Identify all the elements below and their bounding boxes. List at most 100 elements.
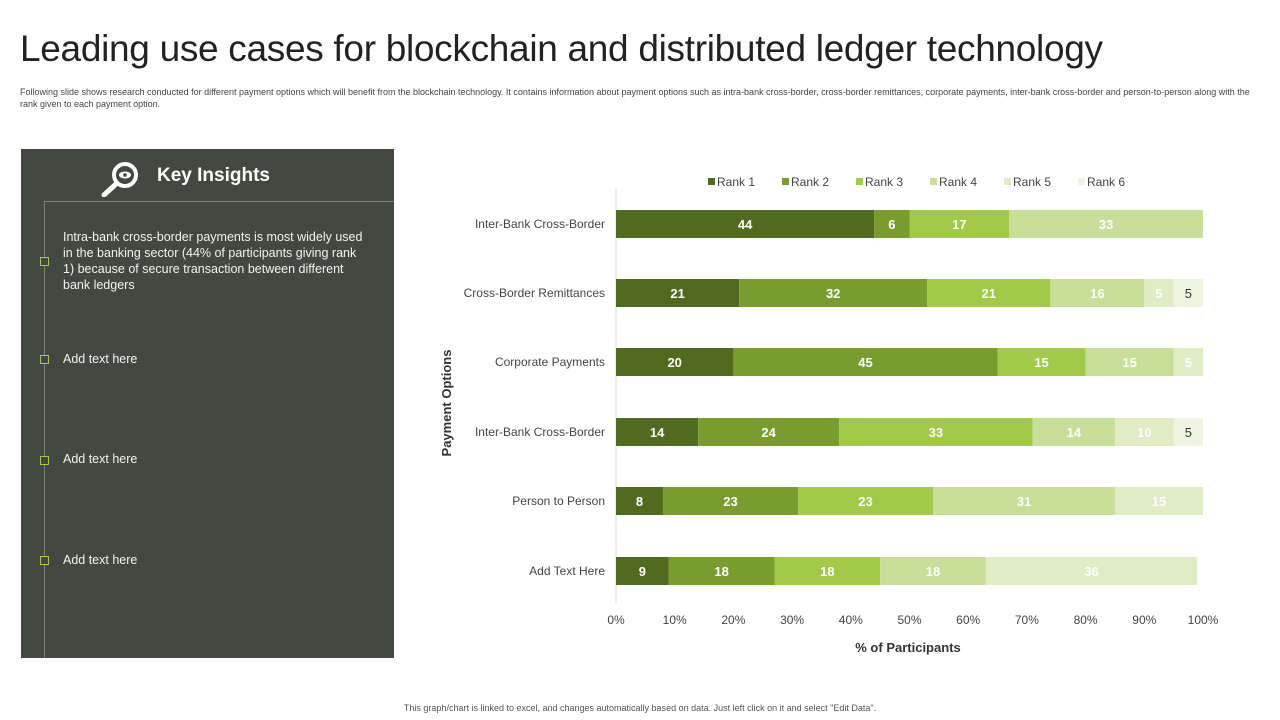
bar-segment <box>932 487 1115 515</box>
x-tick-label: 100% <box>1188 613 1219 627</box>
bullet-icon <box>40 456 49 465</box>
divider <box>44 201 394 202</box>
x-tick-label: 70% <box>1015 613 1039 627</box>
bar-segment <box>1114 487 1203 515</box>
data-label: 5 <box>1155 286 1162 301</box>
category-label: Cross-Border Remittances <box>464 286 605 300</box>
data-label: 18 <box>926 564 940 579</box>
data-label: 5 <box>1185 425 1192 440</box>
data-label: 20 <box>667 355 681 370</box>
insight-text: Add text here <box>63 553 138 567</box>
bar-segment <box>909 210 1010 238</box>
data-label: 23 <box>723 494 737 509</box>
divider <box>44 201 45 658</box>
bar-segment <box>616 418 699 446</box>
legend-swatch <box>782 178 789 185</box>
legend-swatch <box>708 178 715 185</box>
x-tick-label: 10% <box>663 613 687 627</box>
category-label: Corporate Payments <box>495 355 605 369</box>
data-label: 23 <box>858 494 872 509</box>
data-label: 14 <box>650 425 665 440</box>
data-label: 9 <box>639 564 646 579</box>
footer-note: This graph/chart is linked to excel, and… <box>403 703 877 713</box>
bar-segment <box>616 557 669 585</box>
data-label: 15 <box>1122 355 1136 370</box>
data-label: 18 <box>820 564 834 579</box>
insight-text: Intra-bank cross-border payments is most… <box>63 230 363 292</box>
data-label: 44 <box>738 217 753 232</box>
bar-segment <box>985 557 1198 585</box>
bar-segment <box>1173 418 1203 446</box>
bar-segment <box>1173 279 1203 307</box>
bar-segment <box>616 210 875 238</box>
legend-swatch <box>856 178 863 185</box>
legend-swatch <box>1078 178 1085 185</box>
bar-segment <box>616 279 740 307</box>
x-tick-label: 90% <box>1132 613 1156 627</box>
legend-label: Rank 3 <box>865 175 903 189</box>
data-label: 31 <box>1017 494 1031 509</box>
x-tick-label: 20% <box>721 613 745 627</box>
data-label: 5 <box>1185 286 1192 301</box>
category-label: Inter-Bank Cross-Border <box>475 425 605 439</box>
legend-label: Rank 6 <box>1087 175 1125 189</box>
data-label: 16 <box>1090 286 1104 301</box>
insight-text: Add text here <box>63 452 138 466</box>
bar-segment <box>733 348 998 376</box>
legend-label: Rank 1 <box>717 175 755 189</box>
data-label: 10 <box>1137 425 1151 440</box>
legend-swatch <box>1004 178 1011 185</box>
data-label: 24 <box>761 425 776 440</box>
category-label: Add Text Here <box>529 564 605 578</box>
data-label: 8 <box>636 494 643 509</box>
magnifier-eye-icon <box>101 162 138 197</box>
bar-segment <box>616 348 734 376</box>
bar-segment <box>662 487 798 515</box>
bar-segment <box>1050 279 1145 307</box>
x-tick-label: 0% <box>607 613 625 627</box>
bar-segment <box>797 487 933 515</box>
bar-segment <box>739 279 928 307</box>
data-label: 5 <box>1185 355 1192 370</box>
bar-segment <box>1032 418 1115 446</box>
bar-segment <box>839 418 1033 446</box>
legend-label: Rank 5 <box>1013 175 1051 189</box>
data-label: 33 <box>1099 217 1113 232</box>
insights-heading: Key Insights <box>157 165 270 186</box>
data-label: 32 <box>826 286 840 301</box>
x-tick-label: 60% <box>956 613 980 627</box>
bar-segment <box>774 557 881 585</box>
bar-segment <box>874 210 910 238</box>
bullet-icon <box>40 355 49 364</box>
bar-segment <box>1173 348 1203 376</box>
page-title: Leading use cases for blockchain and dis… <box>20 28 1103 69</box>
bar-segment <box>616 487 663 515</box>
key-insights-panel: Key Insights Intra-bank cross-border pay… <box>21 149 394 658</box>
data-label: 21 <box>670 286 684 301</box>
legend-label: Rank 4 <box>939 175 977 189</box>
bullet-icon <box>40 257 49 266</box>
bar-segment <box>698 418 840 446</box>
legend-swatch <box>930 178 937 185</box>
y-axis-title: Payment Options <box>439 350 454 457</box>
x-tick-label: 30% <box>780 613 804 627</box>
bar-segment <box>1085 348 1174 376</box>
bar-segment <box>1009 210 1203 238</box>
category-label: Inter-Bank Cross-Border <box>475 217 605 231</box>
data-label: 45 <box>858 355 872 370</box>
category-label: Person to Person <box>512 494 605 508</box>
bar-segment <box>1144 279 1174 307</box>
x-tick-label: 80% <box>1074 613 1098 627</box>
data-label: 6 <box>888 217 895 232</box>
x-tick-label: 50% <box>897 613 921 627</box>
data-label: 36 <box>1084 564 1098 579</box>
data-label: 18 <box>714 564 728 579</box>
bar-segment <box>880 557 986 585</box>
page-subtitle: Following slide shows research conducted… <box>20 87 1250 109</box>
bullet-icon <box>40 556 49 565</box>
legend-label: Rank 2 <box>791 175 829 189</box>
insight-text: Add text here <box>63 352 138 366</box>
x-tick-label: 40% <box>839 613 863 627</box>
bar-segment <box>927 279 1051 307</box>
